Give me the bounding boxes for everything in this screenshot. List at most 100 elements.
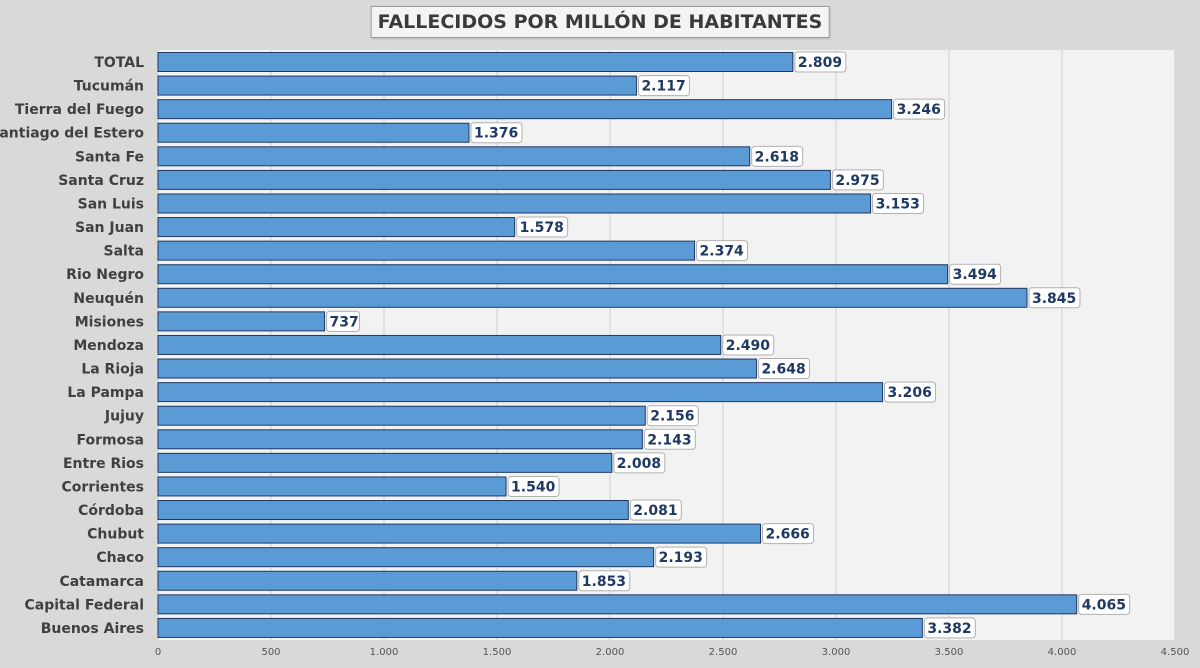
data-label-box bbox=[516, 216, 569, 238]
category-label: Catamarca bbox=[59, 574, 144, 590]
category-label: Jujuy bbox=[104, 409, 144, 425]
data-label-box bbox=[629, 499, 682, 521]
category-label: Rio Negro bbox=[66, 267, 144, 283]
data-label: 3.845 bbox=[1032, 291, 1076, 307]
data-label-box bbox=[884, 381, 937, 403]
data-label: 2.809 bbox=[798, 55, 842, 71]
data-label-box bbox=[722, 334, 775, 356]
data-label: 2.666 bbox=[766, 527, 810, 543]
x-tick-label: 4.000 bbox=[1048, 647, 1077, 658]
data-label: 2.193 bbox=[659, 550, 703, 566]
category-label: Buenos Aires bbox=[41, 621, 144, 637]
data-label: 2.117 bbox=[641, 79, 685, 95]
category-label: Córdoba bbox=[78, 503, 144, 519]
category-label: Neuquén bbox=[73, 291, 144, 307]
x-tick-label: 3.000 bbox=[822, 647, 851, 658]
x-tick-label: 2.500 bbox=[709, 647, 738, 658]
category-label: San Juan bbox=[75, 220, 144, 236]
data-label-box bbox=[1028, 287, 1081, 309]
x-tick-label: 0 bbox=[155, 647, 161, 658]
category-label: Misiones bbox=[75, 314, 144, 330]
x-tick-label: 4.500 bbox=[1161, 647, 1190, 658]
data-label: 2.490 bbox=[726, 338, 771, 354]
category-label: La Pampa bbox=[67, 385, 144, 401]
category-label: Capital Federal bbox=[24, 597, 144, 613]
data-label: 3.382 bbox=[927, 621, 971, 637]
category-label: Santa Fe bbox=[75, 149, 144, 165]
bar[interactable] bbox=[157, 452, 613, 473]
data-label: 2.374 bbox=[700, 244, 745, 260]
x-tick-label: 500 bbox=[261, 647, 280, 658]
bar[interactable] bbox=[157, 547, 655, 568]
category-label: Tucumán bbox=[74, 79, 144, 95]
data-label-box bbox=[751, 145, 804, 167]
data-label: 2.156 bbox=[650, 409, 694, 425]
category-label: Formosa bbox=[76, 432, 144, 448]
x-tick-label: 3.500 bbox=[935, 647, 964, 658]
data-label: 1.376 bbox=[474, 126, 518, 142]
bar[interactable] bbox=[157, 146, 751, 167]
category-label: La Rioja bbox=[81, 362, 144, 378]
bar[interactable] bbox=[157, 311, 326, 332]
bar[interactable] bbox=[157, 264, 949, 285]
data-label: 4.065 bbox=[1082, 597, 1126, 613]
data-label: 3.246 bbox=[897, 102, 941, 118]
bar[interactable] bbox=[157, 358, 757, 379]
category-label: Mendoza bbox=[73, 338, 144, 354]
bar[interactable] bbox=[157, 617, 923, 638]
bar[interactable] bbox=[157, 523, 762, 544]
bar[interactable] bbox=[157, 99, 893, 120]
data-label-box bbox=[794, 51, 847, 73]
data-label-box bbox=[696, 240, 749, 262]
bar[interactable] bbox=[157, 75, 637, 96]
data-label-box bbox=[637, 75, 690, 97]
data-label: 2.081 bbox=[633, 503, 677, 519]
data-label-box bbox=[507, 475, 560, 497]
bar[interactable] bbox=[157, 122, 470, 143]
bar[interactable] bbox=[157, 240, 696, 261]
category-label: Santiago del Estero bbox=[0, 126, 144, 142]
bar[interactable] bbox=[157, 217, 516, 238]
data-label: 2.618 bbox=[755, 149, 799, 165]
data-label: 1.540 bbox=[511, 479, 556, 495]
bar[interactable] bbox=[157, 169, 831, 190]
data-label-box bbox=[893, 98, 946, 120]
bar[interactable] bbox=[157, 52, 794, 72]
data-label-box bbox=[326, 310, 361, 332]
bar[interactable] bbox=[157, 594, 1078, 615]
x-tick-label: 1.000 bbox=[370, 647, 399, 658]
data-label: 2.648 bbox=[761, 362, 805, 378]
category-label: Entre Rios bbox=[63, 456, 144, 472]
data-label-box bbox=[757, 358, 810, 380]
data-label: 2.975 bbox=[835, 173, 879, 189]
data-label-box bbox=[643, 428, 696, 450]
bar[interactable] bbox=[157, 570, 578, 591]
bar[interactable] bbox=[157, 500, 629, 521]
x-tick-label: 2.000 bbox=[596, 647, 625, 658]
data-label-box bbox=[872, 192, 925, 214]
category-label: Tierra del Fuego bbox=[15, 102, 145, 118]
bar[interactable] bbox=[157, 405, 646, 426]
x-tick-label: 1.500 bbox=[483, 647, 512, 658]
category-label: San Luis bbox=[78, 196, 144, 212]
data-label: 1.578 bbox=[520, 220, 564, 236]
bar[interactable] bbox=[157, 429, 643, 450]
data-label: 1.853 bbox=[582, 574, 626, 590]
data-label-box bbox=[1078, 593, 1131, 615]
bar[interactable] bbox=[157, 287, 1028, 308]
data-label: 3.206 bbox=[888, 385, 932, 401]
bar[interactable] bbox=[157, 476, 507, 497]
chart-title: FALLECIDOS POR MILLÓN DE HABITANTES bbox=[370, 6, 830, 38]
bar[interactable] bbox=[157, 193, 872, 214]
data-label-box bbox=[949, 263, 1002, 285]
category-label: Chubut bbox=[87, 527, 144, 543]
data-label-box bbox=[831, 169, 884, 191]
data-label: 2.008 bbox=[617, 456, 661, 472]
category-label: Corrientes bbox=[62, 479, 144, 495]
bar[interactable] bbox=[157, 382, 884, 403]
data-label-box bbox=[923, 617, 976, 639]
bar[interactable] bbox=[157, 334, 722, 355]
category-label: TOTAL bbox=[94, 55, 144, 71]
data-label-box bbox=[646, 405, 699, 427]
